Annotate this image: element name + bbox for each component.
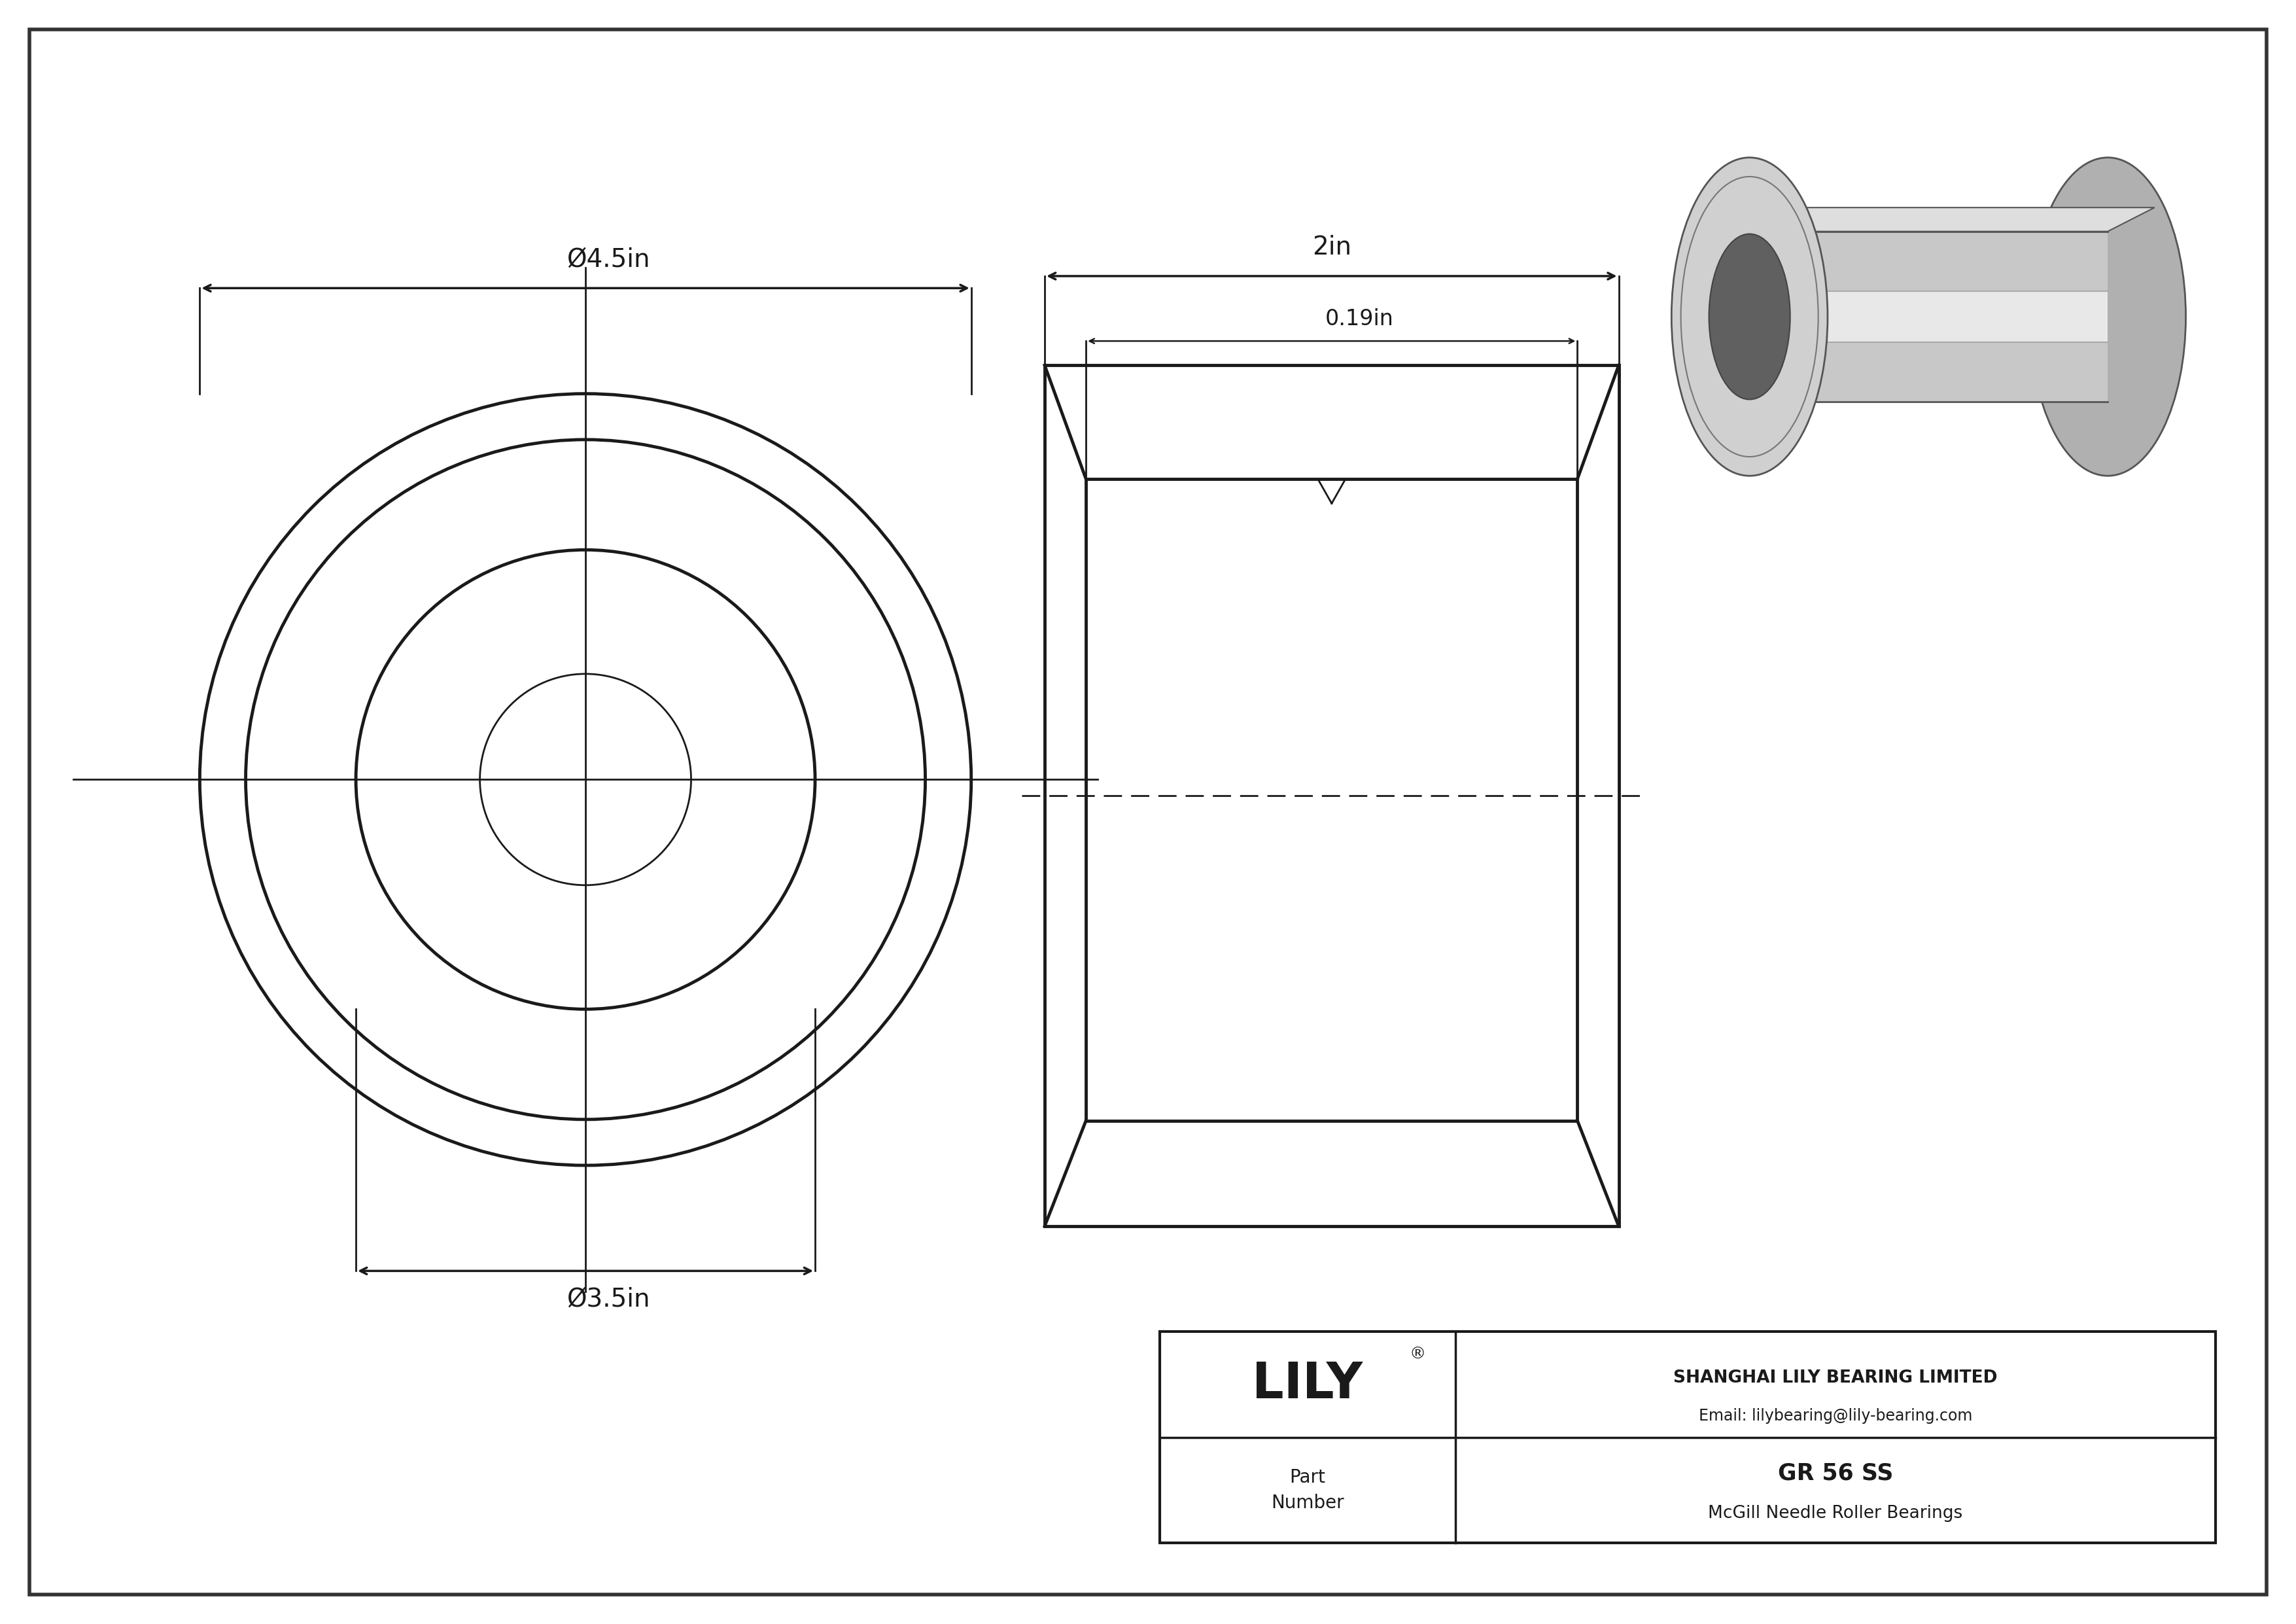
Text: LILY: LILY	[1251, 1361, 1362, 1408]
Polygon shape	[1750, 208, 2154, 231]
Text: Ø4.5in: Ø4.5in	[567, 247, 650, 271]
Text: SHANGHAI LILY BEARING LIMITED: SHANGHAI LILY BEARING LIMITED	[1674, 1369, 1998, 1387]
Text: 2in: 2in	[1311, 235, 1352, 260]
Text: GR 56 SS: GR 56 SS	[1777, 1462, 1894, 1484]
Ellipse shape	[1708, 234, 1791, 400]
Ellipse shape	[1671, 158, 1828, 476]
Ellipse shape	[2030, 158, 2186, 476]
Polygon shape	[1750, 231, 2108, 403]
Polygon shape	[1750, 231, 2108, 403]
Text: Ø3.5in: Ø3.5in	[567, 1288, 650, 1312]
Bar	[1086, 479, 1577, 1121]
Text: ®: ®	[1410, 1346, 1426, 1363]
Text: 0.19in: 0.19in	[1325, 309, 1394, 330]
Text: Email: lilybearing@lily-bearing.com: Email: lilybearing@lily-bearing.com	[1699, 1408, 1972, 1424]
Bar	[1159, 1332, 2216, 1543]
Polygon shape	[1750, 291, 2108, 343]
Text: McGill Needle Roller Bearings: McGill Needle Roller Bearings	[1708, 1505, 1963, 1522]
Text: Part
Number: Part Number	[1270, 1468, 1343, 1512]
Bar	[1045, 365, 1619, 1226]
